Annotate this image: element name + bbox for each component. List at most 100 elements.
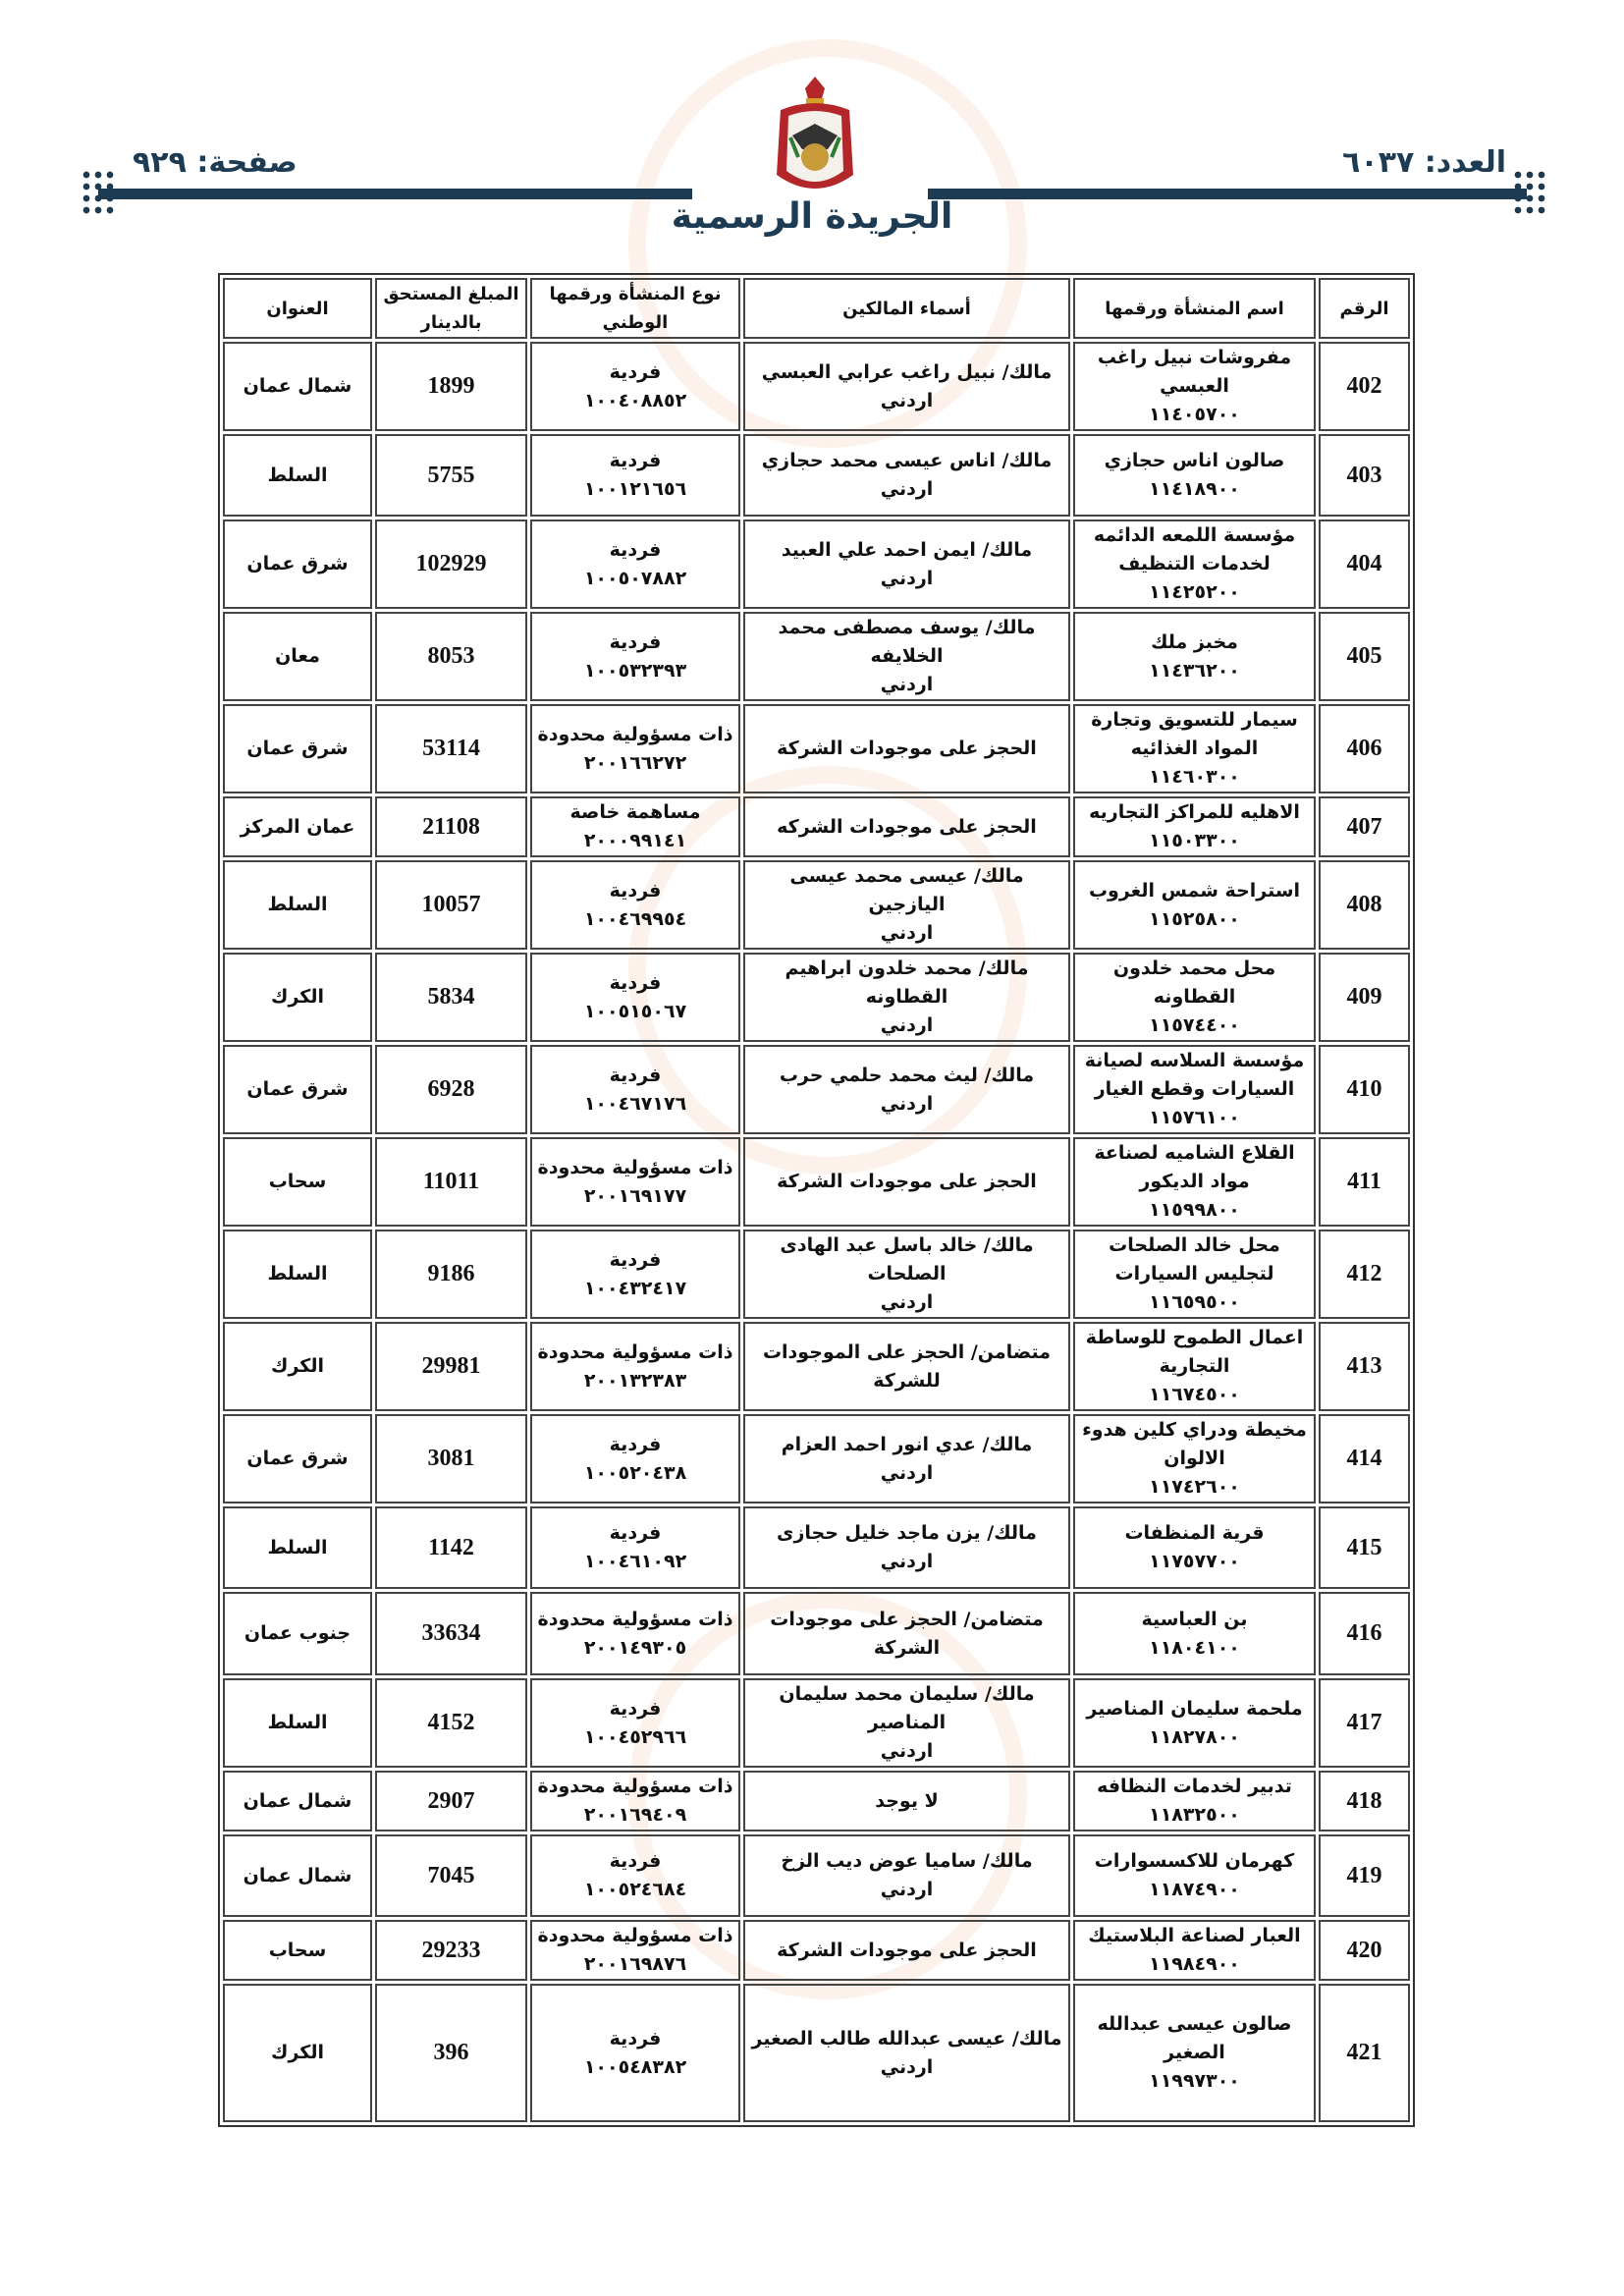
address: السلط — [223, 860, 372, 950]
row-number: 416 — [1319, 1592, 1410, 1675]
amount-due: 102929 — [375, 519, 527, 609]
establishment-type: ذات مسؤولية محدودة ٢٠٠١٦٩١٧٧ — [530, 1137, 740, 1227]
row-number: 421 — [1319, 1984, 1410, 2122]
amount-due: 5755 — [375, 434, 527, 517]
amount-due: 396 — [375, 1984, 527, 2122]
establishment-type: ذات مسؤولية محدودة ٢٠٠١٦٩٤٠٩ — [530, 1771, 740, 1831]
owners: مالك/ ليث محمد حلمي حرب اردني — [743, 1045, 1070, 1134]
row-number: 415 — [1319, 1506, 1410, 1589]
establishment-type: فردية ١٠٠٥١٥٠٦٧ — [530, 953, 740, 1042]
establishment-name: العبار لصناعة البلاستيك ١١٩٨٤٩٠٠ — [1073, 1920, 1316, 1981]
column-header-owners: أسماء المالكين — [743, 278, 1070, 339]
amount-due: 1142 — [375, 1506, 527, 1589]
establishment-type: فردية ١٠٠٥٠٧٨٨٢ — [530, 519, 740, 609]
establishment-type: فردية ١٠٠٤٦٧١٧٦ — [530, 1045, 740, 1134]
owners: مالك/ محمد خلدون ابراهيم القطاونه اردني — [743, 953, 1070, 1042]
ornament-left-icon — [81, 169, 114, 218]
establishment-type: فردية ١٠٠١٢١٦٥٦ — [530, 434, 740, 517]
row-number: 417 — [1319, 1678, 1410, 1768]
amount-due: 4152 — [375, 1678, 527, 1768]
row-number: 420 — [1319, 1920, 1410, 1981]
owners: الحجز على موجودات الشركة — [743, 1920, 1070, 1981]
amount-due: 8053 — [375, 612, 527, 701]
amount-due: 5834 — [375, 953, 527, 1042]
address: شرق عمان — [223, 1045, 372, 1134]
establishment-name: صالون اناس حجازي ١١٤١٨٩٠٠ — [1073, 434, 1316, 517]
establishment-name: محل خالد الصلحات لتجليس السيارات ١١٦٥٩٥٠… — [1073, 1230, 1316, 1319]
establishment-type: فردية ١٠٠٤٦١٠٩٢ — [530, 1506, 740, 1589]
establishment-name: مؤسسة اللمعه الدائمه لخدمات التنظيف ١١٤٢… — [1073, 519, 1316, 609]
address: شرق عمان — [223, 519, 372, 609]
row-number: 405 — [1319, 612, 1410, 701]
table-row: 410 مؤسسة السلاسه لصيانة السيارات وقطع ال… — [223, 1045, 1410, 1134]
amount-due: 29981 — [375, 1322, 527, 1411]
address: شرق عمان — [223, 704, 372, 793]
owners: الحجز على موجودات الشركة — [743, 1137, 1070, 1227]
establishment-type: فردية ١٠٠٤٠٨٨٥٢ — [530, 342, 740, 431]
amount-due: 33634 — [375, 1592, 527, 1675]
address: شمال عمان — [223, 1834, 372, 1917]
address: السلط — [223, 1230, 372, 1319]
establishment-name: مخيطة ودراي كلين هدوء الالوان ١١٧٤٢٦٠٠ — [1073, 1414, 1316, 1503]
table-row: 407 الاهليه للمراكز التجاريه ١١٥٠٣٣٠٠ الحج… — [223, 796, 1410, 857]
table-row: 420 العبار لصناعة البلاستيك ١١٩٨٤٩٠٠ الحجز… — [223, 1920, 1410, 1981]
table-row: 405 مخبز ملك ١١٤٣٦٢٠٠ مالك/ يوسف مصطفى محم… — [223, 612, 1410, 701]
owners: مالك/ اناس عيسى محمد حجازي اردني — [743, 434, 1070, 517]
table-row: 408 استراحة شمس الغروب ١١٥٢٥٨٠٠ مالك/ عيسى… — [223, 860, 1410, 950]
establishment-name: اعمال الطموح للوساطة التجارية ١١٦٧٤٥٠٠ — [1073, 1322, 1316, 1411]
owners: مالك/ ايمن احمد علي العبيد اردني — [743, 519, 1070, 609]
amount-due: 29233 — [375, 1920, 527, 1981]
table-row: 412 محل خالد الصلحات لتجليس السيارات ١١٦٥… — [223, 1230, 1410, 1319]
ornament-right-icon — [1512, 169, 1545, 218]
column-header-type: نوع المنشأة ورقمها الوطني — [530, 278, 740, 339]
table-row: 406 سيمار للتسويق وتجارة المواد الغذائيه … — [223, 704, 1410, 793]
establishments-table: الرقم اسم المنشأة ورقمها أسماء المالكين … — [218, 273, 1415, 2127]
address: شمال عمان — [223, 1771, 372, 1831]
amount-due: 21108 — [375, 796, 527, 857]
address: الكرك — [223, 1322, 372, 1411]
establishment-type: فردية ١٠٠٤٥٢٩٦٦ — [530, 1678, 740, 1768]
establishment-type: فردية ١٠٠٥٢٤٦٨٤ — [530, 1834, 740, 1917]
column-header-address: العنوان — [223, 278, 372, 339]
address: عمان المركز — [223, 796, 372, 857]
amount-due: 3081 — [375, 1414, 527, 1503]
row-number: 413 — [1319, 1322, 1410, 1411]
amount-due: 10057 — [375, 860, 527, 950]
row-number: 419 — [1319, 1834, 1410, 1917]
owners: مالك/ عدي انور احمد العزام اردني — [743, 1414, 1070, 1503]
row-number: 409 — [1319, 953, 1410, 1042]
establishment-name: استراحة شمس الغروب ١١٥٢٥٨٠٠ — [1073, 860, 1316, 950]
address: الكرك — [223, 953, 372, 1042]
address: السلط — [223, 1678, 372, 1768]
amount-due: 2907 — [375, 1771, 527, 1831]
address: الكرك — [223, 1984, 372, 2122]
address: سحاب — [223, 1137, 372, 1227]
owners: الحجز على موجودات الشركه — [743, 796, 1070, 857]
page-title: الجريدة الرسمية — [671, 196, 953, 237]
establishment-name: الاهليه للمراكز التجاريه ١١٥٠٣٣٠٠ — [1073, 796, 1316, 857]
establishment-type: فردية ١٠٠٥٤٨٣٨٢ — [530, 1984, 740, 2122]
table-row: 421 صالون عيسى عبدالله الصغير ١١٩٩٧٣٠٠ مال… — [223, 1984, 1410, 2122]
header-rule-right — [928, 189, 1527, 199]
owners: مالك/ يزن ماجد خليل حجازى اردني — [743, 1506, 1070, 1589]
table-row: 417 ملحمة سليمان المناصير ١١٨٢٧٨٠٠ مالك/ س… — [223, 1678, 1410, 1768]
owners: متضامن/ الحجز على موجودات الشركة — [743, 1592, 1070, 1675]
table-row: 414 مخيطة ودراي كلين هدوء الالوان ١١٧٤٢٦٠… — [223, 1414, 1410, 1503]
establishment-type: فردية ١٠٠٤٦٩٩٥٤ — [530, 860, 740, 950]
owners: مالك/ نبيل راغب عرابي العبسي اردني — [743, 342, 1070, 431]
owners: مالك/ خالد باسل عبد الهادى الصلحات اردني — [743, 1230, 1070, 1319]
owners: مالك/ عيسى محمد عيسى اليازجين اردني — [743, 860, 1070, 950]
amount-due: 11011 — [375, 1137, 527, 1227]
owners: مالك/ سليمان محمد سليمان المناصير اردني — [743, 1678, 1070, 1768]
owners: مالك/ عيسى عبدالله طالب الصغير اردني — [743, 1984, 1070, 2122]
establishment-name: بن العباسية ١١٨٠٤١٠٠ — [1073, 1592, 1316, 1675]
establishment-name: صالون عيسى عبدالله الصغير ١١٩٩٧٣٠٠ — [1073, 1984, 1316, 2122]
table-row: 411 القلاع الشاميه لصناعة مواد الديكور ١١… — [223, 1137, 1410, 1227]
row-number: 406 — [1319, 704, 1410, 793]
establishment-type: ذات مسؤولية محدودة ٢٠٠١٦٦٢٧٢ — [530, 704, 740, 793]
owners: مالك/ يوسف مصطفى محمد الخلايفه اردني — [743, 612, 1070, 701]
establishment-name: تدبير لخدمات النظافه ١١٨٣٢٥٠٠ — [1073, 1771, 1316, 1831]
row-number: 408 — [1319, 860, 1410, 950]
table-row: 418 تدبير لخدمات النظافه ١١٨٣٢٥٠٠ لا يوجد ذ… — [223, 1771, 1410, 1831]
table-row: 409 محل محمد خلدون القطاونه ١١٥٧٤٤٠٠ مالك/… — [223, 953, 1410, 1042]
